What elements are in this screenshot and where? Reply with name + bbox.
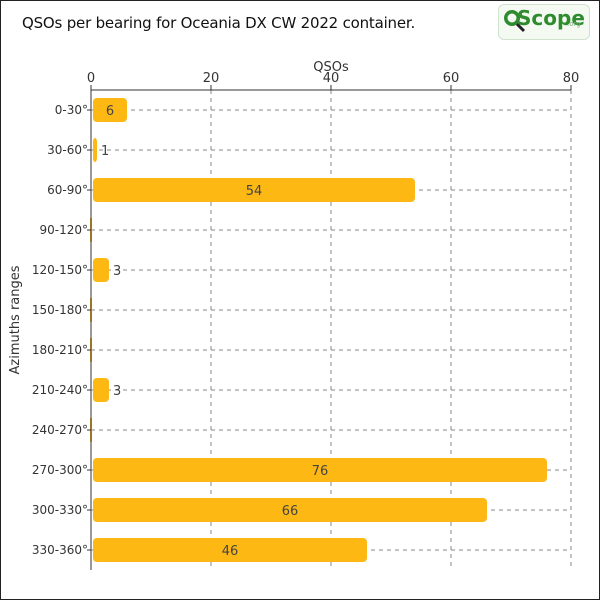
bar bbox=[93, 458, 547, 482]
bar bbox=[93, 98, 127, 122]
y-tick-label: 180-210° bbox=[32, 343, 88, 357]
bar bbox=[93, 498, 487, 522]
bar bbox=[93, 538, 367, 562]
x-tick-label: 20 bbox=[203, 71, 220, 86]
data-label: 1 bbox=[101, 144, 109, 159]
bar bbox=[93, 258, 109, 282]
chart-title: QSOs per bearing for Oceania DX CW 2022 … bbox=[22, 14, 416, 32]
data-label: 3 bbox=[113, 264, 121, 279]
x-tick-label: 0 bbox=[87, 71, 95, 86]
data-label: 6 bbox=[106, 104, 114, 119]
data-label: 76 bbox=[312, 464, 329, 479]
logo-suffix: .org bbox=[567, 20, 581, 28]
y-tick-label: 210-240° bbox=[32, 383, 88, 397]
bar bbox=[93, 138, 97, 162]
bars: 6 1 54 3 3 76 66 46 bbox=[90, 98, 547, 562]
x-tick-label: 40 bbox=[323, 71, 340, 86]
y-tick-label: 150-180° bbox=[32, 303, 88, 317]
bar bbox=[93, 378, 109, 402]
y-tick-label: 60-90° bbox=[47, 183, 88, 197]
y-tick-label: 30-60° bbox=[47, 143, 88, 157]
y-tick-label: 300-330° bbox=[32, 503, 88, 517]
y-axis-label: Azimuths ranges bbox=[8, 265, 23, 374]
x-tick-label: 60 bbox=[443, 71, 460, 86]
y-tick-label: 90-120° bbox=[39, 223, 88, 237]
data-label: 54 bbox=[246, 184, 263, 199]
data-label: 66 bbox=[282, 504, 299, 519]
bar bbox=[93, 178, 415, 202]
y-tick-label: 270-300° bbox=[32, 463, 88, 477]
y-tick-label: 0-30° bbox=[55, 103, 88, 117]
y-tick-label: 240-270° bbox=[32, 423, 88, 437]
data-label: 3 bbox=[113, 384, 121, 399]
logo-text: Scope bbox=[517, 6, 585, 30]
y-tick-label: 330-360° bbox=[32, 543, 88, 557]
x-tick-label: 80 bbox=[563, 71, 580, 86]
axes: 0 20 40 60 80 0-30° 30-60° 60-90° 90-120° 120-150… bbox=[32, 71, 579, 570]
x-axis-label: QSOs bbox=[313, 60, 349, 75]
y-tick-label: 120-150° bbox=[32, 263, 88, 277]
data-label: 46 bbox=[222, 544, 239, 559]
